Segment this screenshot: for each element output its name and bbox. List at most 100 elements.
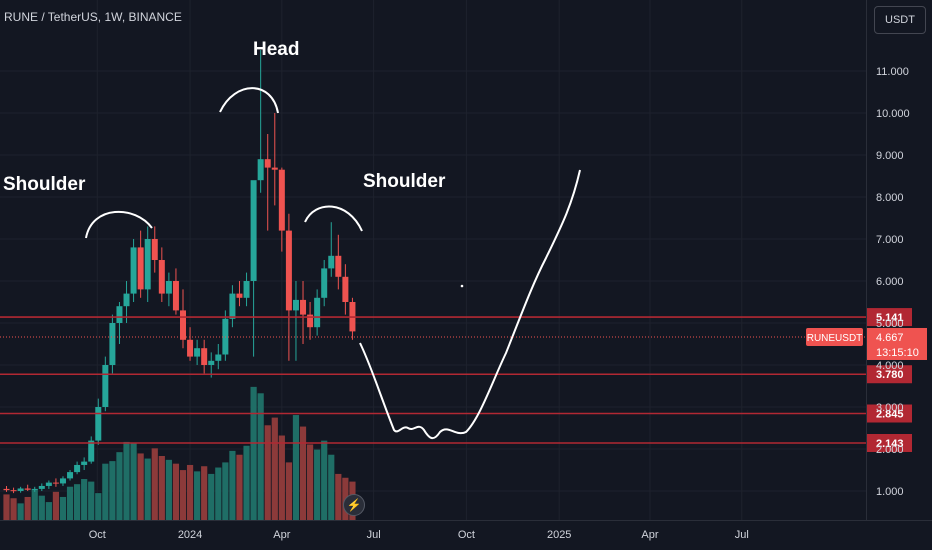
volume-bar (172, 463, 180, 520)
candle-body (180, 310, 186, 340)
candle-body (194, 348, 201, 357)
candle-body (95, 407, 102, 441)
level-value-label: 2.143 (876, 438, 904, 450)
candle-body (102, 365, 109, 407)
volume-bar (208, 473, 215, 520)
price-tick-label: 4.000 (876, 360, 904, 372)
level-lines: 5.141 3.780 2.845 2.143 (0, 308, 912, 452)
candle-body (243, 281, 250, 298)
volume-bar (299, 426, 307, 520)
candle-body (215, 354, 222, 361)
price-tick-label: 1.000 (876, 486, 904, 498)
level-tag (867, 404, 912, 423)
candle-body (250, 180, 257, 281)
price-tick-label: 2.000 (876, 444, 904, 456)
volume-bar (186, 464, 194, 520)
candle-body (208, 360, 215, 365)
candle-body (130, 247, 137, 294)
volume-bar (88, 481, 95, 520)
volume-bar (222, 462, 229, 520)
hand-drawings (85, 87, 581, 440)
candle-body (24, 488, 31, 490)
candle-body (17, 488, 24, 491)
symbol-tag-label: RUNEUSDT (807, 333, 863, 344)
candle-body (264, 159, 271, 168)
candle-body (201, 348, 208, 365)
candle-body (144, 239, 151, 290)
lightning-icon[interactable]: ⚡ (343, 494, 365, 516)
candle-body (307, 314, 314, 328)
right-shoulder-label: Shoulder (363, 171, 446, 192)
last-price-marker: RUNEUSDT 4.667 13:15:10 (0, 327, 927, 360)
volume-bar (38, 495, 45, 520)
price-tick-label: 10.000 (876, 108, 910, 120)
volume-bar (17, 503, 24, 520)
time-tick-label: Apr (641, 529, 658, 541)
volume-bar (236, 454, 243, 520)
time-tick-label: Jul (735, 529, 749, 541)
volume-bar (201, 466, 208, 520)
volume-bar (151, 448, 158, 520)
grid (0, 0, 866, 520)
volume-bar (144, 458, 151, 520)
volume-bar (243, 445, 250, 520)
dot-mark (460, 284, 464, 288)
candle-body (187, 339, 194, 357)
currency-button[interactable]: USDT (874, 6, 926, 34)
candle-body (328, 255, 335, 269)
volume-bar (335, 473, 342, 520)
symbol-title: RUNE / TetherUS, 1W, BINANCE (4, 10, 182, 24)
volume-bar (10, 498, 17, 520)
candle-body (45, 482, 52, 486)
volume-bar (250, 386, 257, 520)
volume-bar (3, 494, 10, 520)
candle-body (52, 482, 59, 484)
volume-bar (123, 441, 130, 520)
volume-bar (66, 486, 74, 520)
candle-body (88, 440, 95, 462)
volume-bar (257, 393, 264, 520)
candle-body (74, 464, 81, 473)
volume-bar (74, 484, 81, 520)
level-tag (867, 308, 912, 327)
symbol-tag (806, 327, 863, 346)
volume-bar (95, 493, 102, 520)
time-tick-label: Oct (458, 529, 475, 541)
candle-body (229, 293, 236, 319)
level-value-label: 5.141 (876, 312, 904, 324)
projection-path (359, 169, 581, 440)
candle-body (257, 159, 264, 181)
volume-bars (3, 386, 356, 520)
candle-body (165, 281, 172, 294)
price-tick-label: 7.000 (876, 234, 904, 246)
candle-body (285, 230, 292, 311)
candle-body (81, 461, 88, 465)
left-shoulder-label: Shoulder (3, 174, 86, 195)
candle-body (123, 293, 130, 307)
head-arc (219, 87, 279, 114)
candle-body (342, 276, 349, 302)
volume-bar (59, 496, 67, 520)
volume-bar (321, 440, 328, 520)
candle-body (31, 488, 38, 490)
volume-bar (109, 461, 116, 520)
volume-bar (102, 463, 109, 520)
price-tick-label: 9.000 (876, 150, 904, 162)
time-tick-label: Oct (89, 529, 106, 541)
candle-body (236, 293, 243, 298)
price-tick-label: 5.000 (876, 318, 904, 330)
volume-bar (215, 467, 222, 520)
volume-bar (116, 452, 123, 520)
candle-body (151, 239, 158, 260)
volume-bar (285, 462, 292, 520)
candles (3, 50, 356, 494)
candle-body (38, 485, 45, 489)
volume-bar (194, 471, 201, 520)
volume-bar (264, 425, 271, 520)
candle-body (158, 260, 165, 294)
time-tick-label: Jul (367, 529, 381, 541)
right-shoulder-arc (304, 205, 363, 232)
price-tick-label: 6.000 (876, 276, 904, 288)
volume-bar (229, 450, 236, 520)
